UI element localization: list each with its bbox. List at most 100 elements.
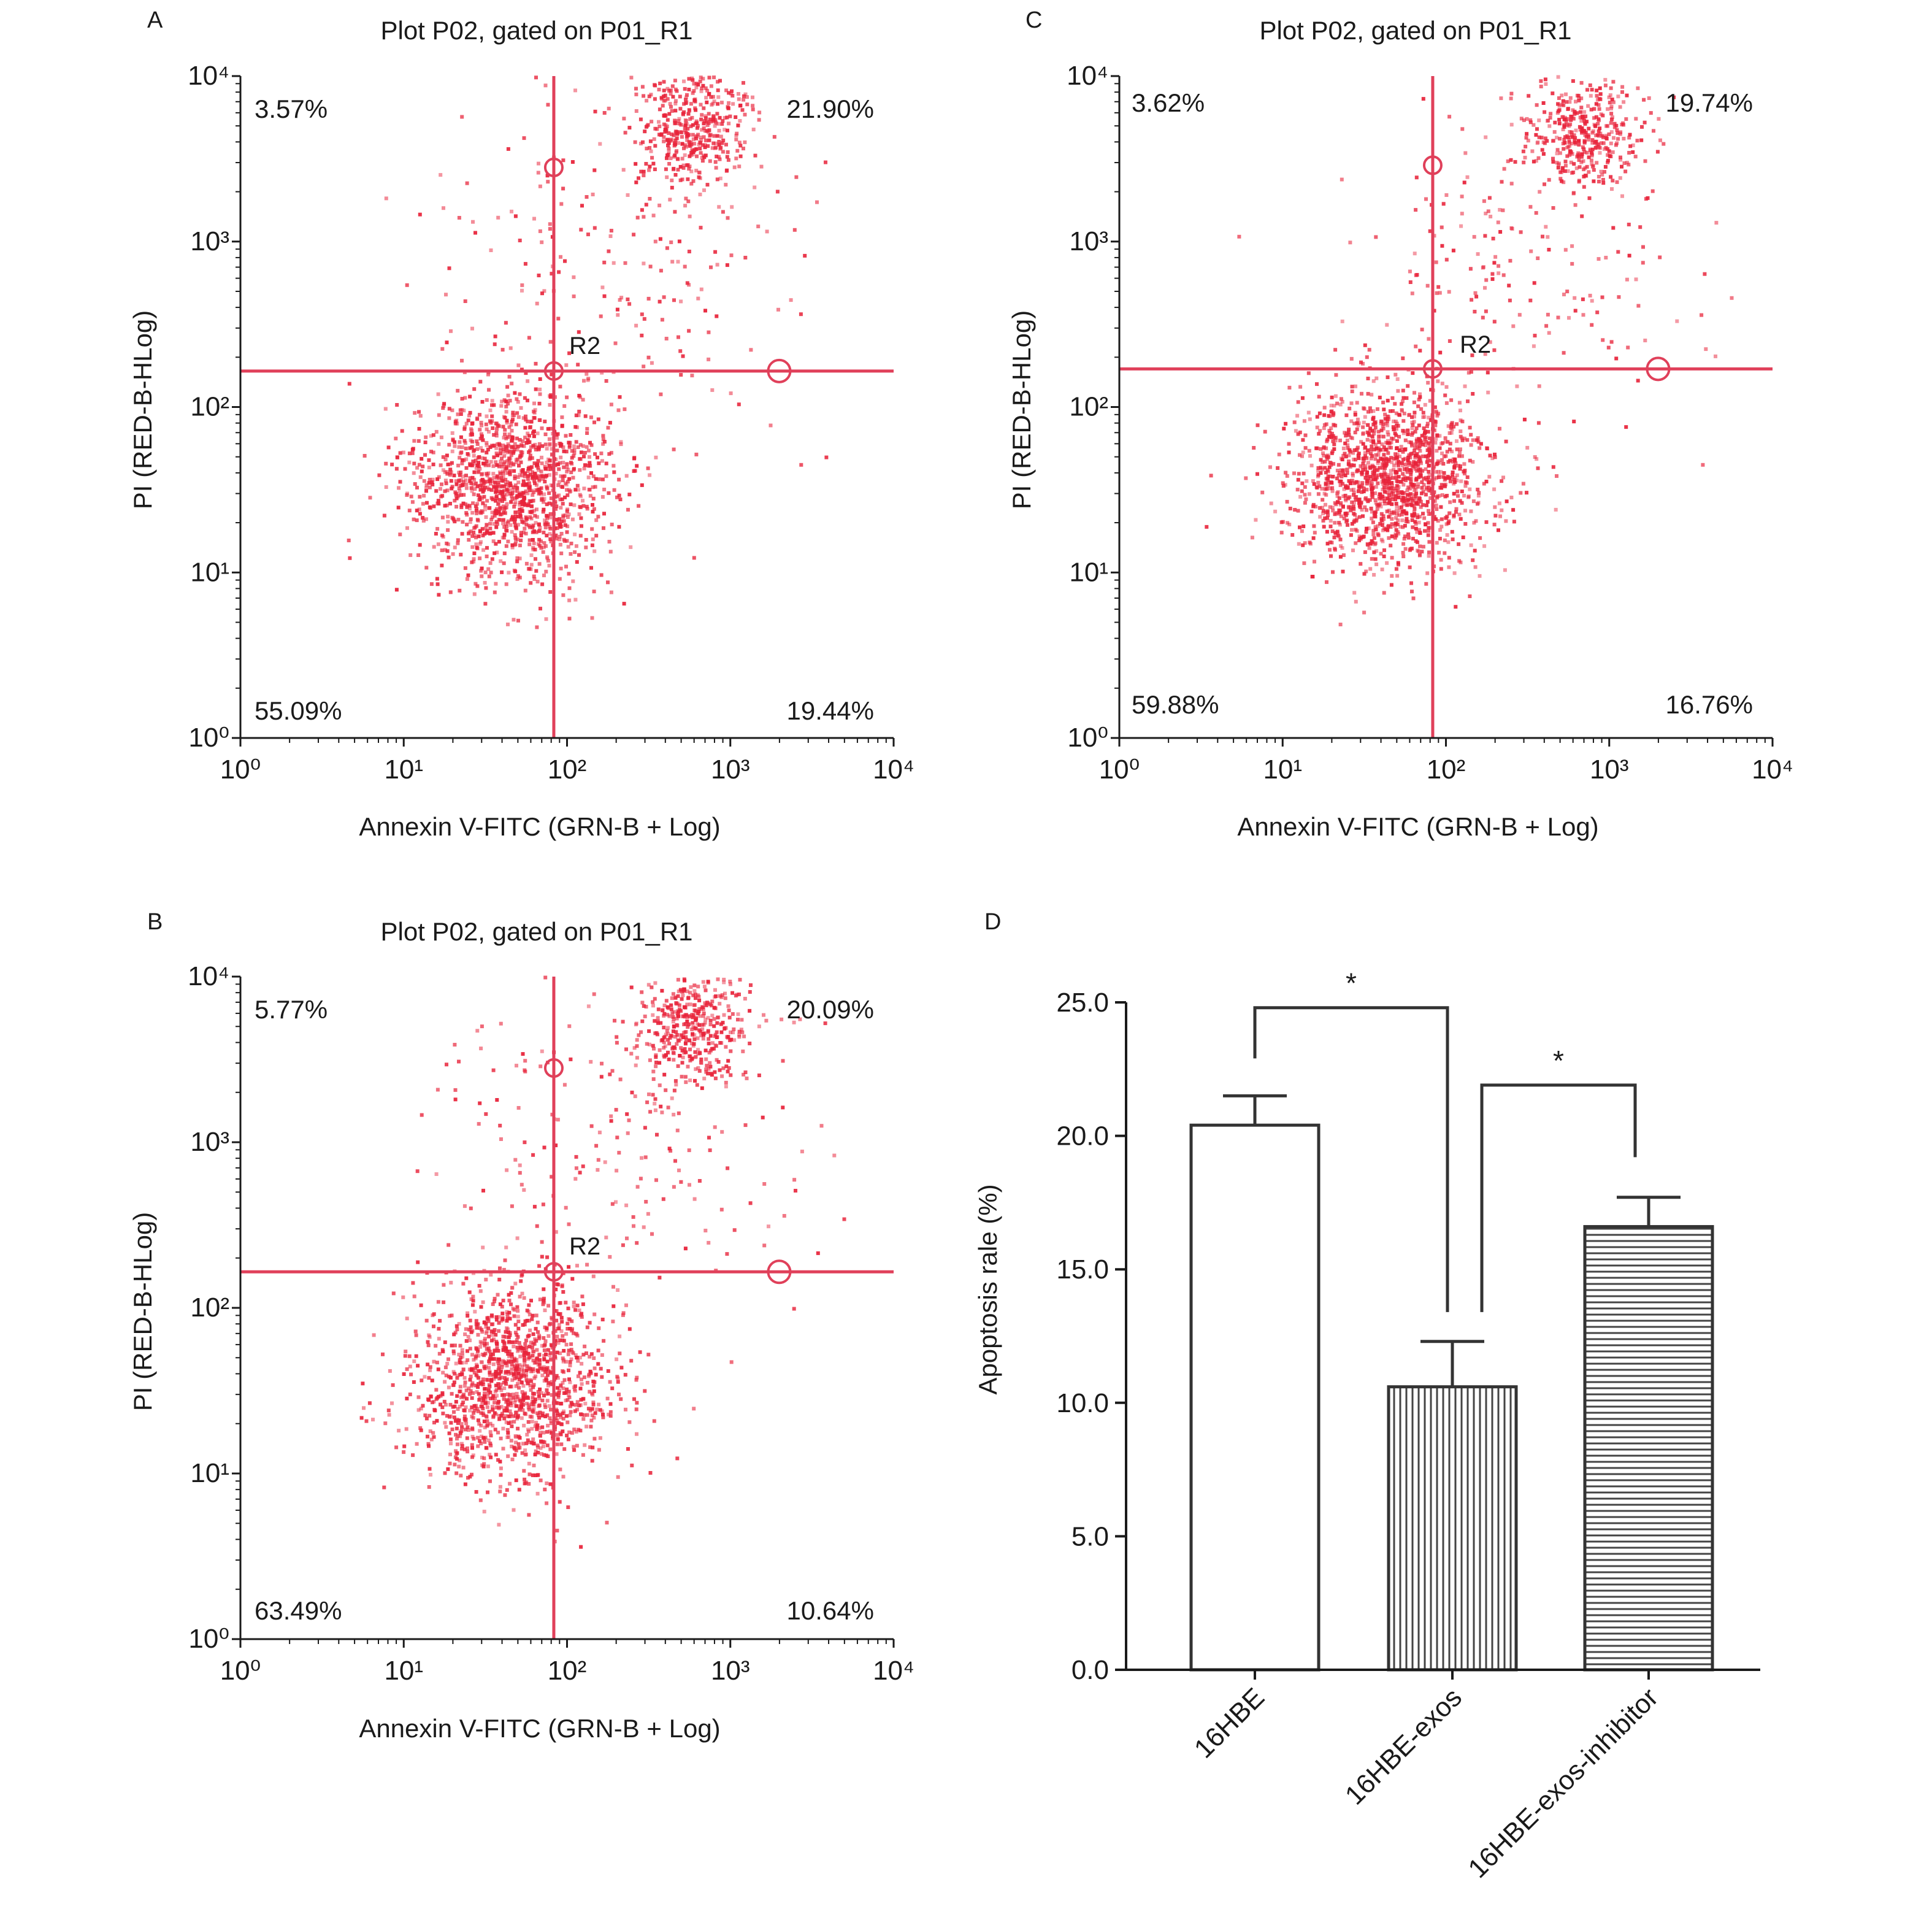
data-point [1342, 517, 1346, 521]
data-point [555, 1529, 559, 1533]
data-point [653, 144, 657, 148]
data-point [524, 561, 529, 566]
gate-handle-center [543, 1262, 564, 1282]
data-point [464, 511, 469, 515]
data-point [602, 294, 607, 298]
data-point [463, 566, 467, 570]
data-point [667, 146, 671, 150]
data-point [568, 1360, 572, 1364]
data-point [683, 86, 687, 91]
data-point [700, 143, 705, 147]
data-point [483, 1343, 487, 1348]
data-point [734, 133, 738, 137]
data-point [536, 448, 540, 452]
data-point [415, 485, 419, 490]
data-point [449, 329, 453, 333]
data-point [712, 1017, 716, 1021]
data-point [677, 989, 681, 994]
data-point [632, 1046, 637, 1050]
data-point [477, 1354, 480, 1358]
data-point [673, 87, 678, 91]
data-point [680, 142, 684, 146]
data-point [511, 1396, 515, 1400]
data-point [1423, 430, 1427, 434]
data-point [546, 427, 550, 431]
data-point [532, 1383, 536, 1387]
data-point [427, 1376, 431, 1380]
data-point [710, 146, 715, 150]
data-point [694, 1067, 698, 1071]
data-point [410, 451, 415, 455]
data-point [567, 1265, 571, 1269]
data-point [583, 463, 587, 467]
data-point [504, 1349, 508, 1353]
data-point [469, 1206, 473, 1210]
data-point [683, 143, 688, 147]
data-point [1367, 546, 1371, 550]
data-point [480, 472, 484, 477]
data-point [792, 228, 797, 232]
data-point [532, 409, 535, 413]
data-point [1395, 446, 1399, 450]
data-point [548, 340, 553, 344]
data-point [708, 159, 712, 163]
data-point [696, 133, 700, 137]
data-point [1410, 415, 1414, 419]
data-point [547, 491, 551, 495]
data-point [648, 146, 652, 150]
data-point [495, 1342, 499, 1347]
data-point [549, 496, 553, 501]
data-point [472, 557, 476, 561]
data-point [521, 491, 526, 495]
data-point [453, 444, 457, 448]
data-point [519, 531, 523, 535]
data-point [589, 566, 593, 570]
data-point [440, 1405, 445, 1410]
data-point [441, 1412, 445, 1416]
data-point [423, 440, 427, 445]
data-point [558, 1351, 562, 1355]
data-point [529, 420, 533, 424]
data-point [545, 1359, 550, 1364]
data-point [507, 1435, 511, 1439]
data-point [782, 1214, 786, 1218]
data-point [558, 523, 562, 527]
data-point [577, 1404, 581, 1408]
data-point [697, 1010, 701, 1013]
data-point [466, 1450, 470, 1454]
data-point [502, 1393, 506, 1397]
data-point [1525, 491, 1528, 495]
data-point [696, 1022, 700, 1026]
data-point [665, 1029, 669, 1033]
data-point [735, 148, 740, 153]
data-point [514, 1410, 518, 1415]
data-point [553, 1329, 558, 1333]
data-point [570, 1319, 574, 1323]
data-point [534, 530, 539, 534]
data-point [661, 1038, 664, 1042]
data-point [523, 1323, 527, 1327]
data-point [715, 263, 719, 267]
data-point [532, 1340, 536, 1345]
dot-layer [359, 975, 846, 1549]
data-point [1393, 431, 1397, 436]
data-point [505, 502, 509, 506]
data-point [627, 126, 632, 130]
data-point [480, 400, 485, 404]
data-point [1451, 537, 1455, 542]
data-point [1440, 493, 1444, 497]
data-point [720, 141, 724, 145]
data-point [424, 435, 428, 439]
data-point [516, 1315, 520, 1319]
data-point [621, 1313, 625, 1317]
data-point [672, 1051, 676, 1056]
data-point [569, 471, 573, 474]
data-point [512, 1393, 516, 1397]
data-point [478, 467, 482, 471]
data-point [447, 266, 451, 271]
data-point [1451, 459, 1455, 464]
data-point [792, 1020, 796, 1024]
data-point [504, 477, 508, 482]
data-point [1413, 507, 1417, 511]
data-point [466, 1358, 470, 1362]
